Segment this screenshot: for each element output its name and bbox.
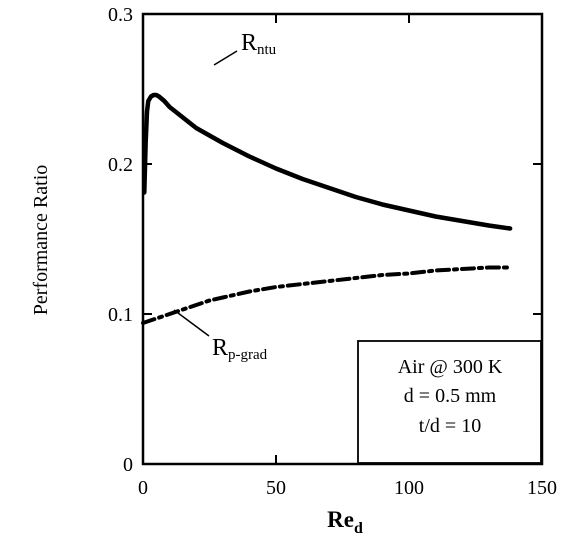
- annotation-line-2: d = 0.5 mm: [404, 385, 497, 407]
- x-axis-label-sub: d: [354, 520, 363, 537]
- y-axis-label: Performance Ratio: [30, 165, 52, 316]
- x-axis-label-main: Re: [327, 507, 354, 532]
- series-label-leader-ntu: [213, 50, 238, 66]
- series-line-pgrad: [141, 265, 513, 325]
- x-tick-label: 150: [527, 477, 557, 499]
- plot-frame: [141, 12, 544, 466]
- series-line-ntu: [142, 92, 513, 231]
- x-tick-label: 0: [138, 477, 148, 499]
- annotation-box: [357, 340, 542, 464]
- y-tick-label: 0: [123, 454, 133, 476]
- y-tick-label: 0.3: [108, 4, 133, 26]
- x-tick-label: 50: [266, 477, 286, 499]
- annotation-line-3: t/d = 10: [419, 415, 481, 437]
- series-label-pgrad-sub: p-grad: [228, 347, 268, 363]
- series-label-ntu: Rntu: [241, 30, 277, 58]
- y-tick-label: 0.2: [108, 154, 133, 176]
- x-tick-label: 100: [394, 477, 424, 499]
- series-label-ntu-sub: ntu: [257, 42, 277, 58]
- axis-ticks: 0 50 100 150 0 0.1 0.2 0.3: [108, 4, 557, 499]
- x-axis-label: Red: [327, 507, 363, 537]
- series-group: [141, 92, 513, 325]
- series-label-pgrad: Rp-grad: [212, 335, 268, 363]
- series-label-ntu-main: R: [241, 30, 257, 56]
- annotation-line-1: Air @ 300 K: [398, 356, 503, 378]
- series-label-pgrad-main: R: [212, 335, 228, 361]
- series-label-leader-pgrad: [173, 309, 210, 337]
- y-tick-label: 0.1: [108, 304, 133, 326]
